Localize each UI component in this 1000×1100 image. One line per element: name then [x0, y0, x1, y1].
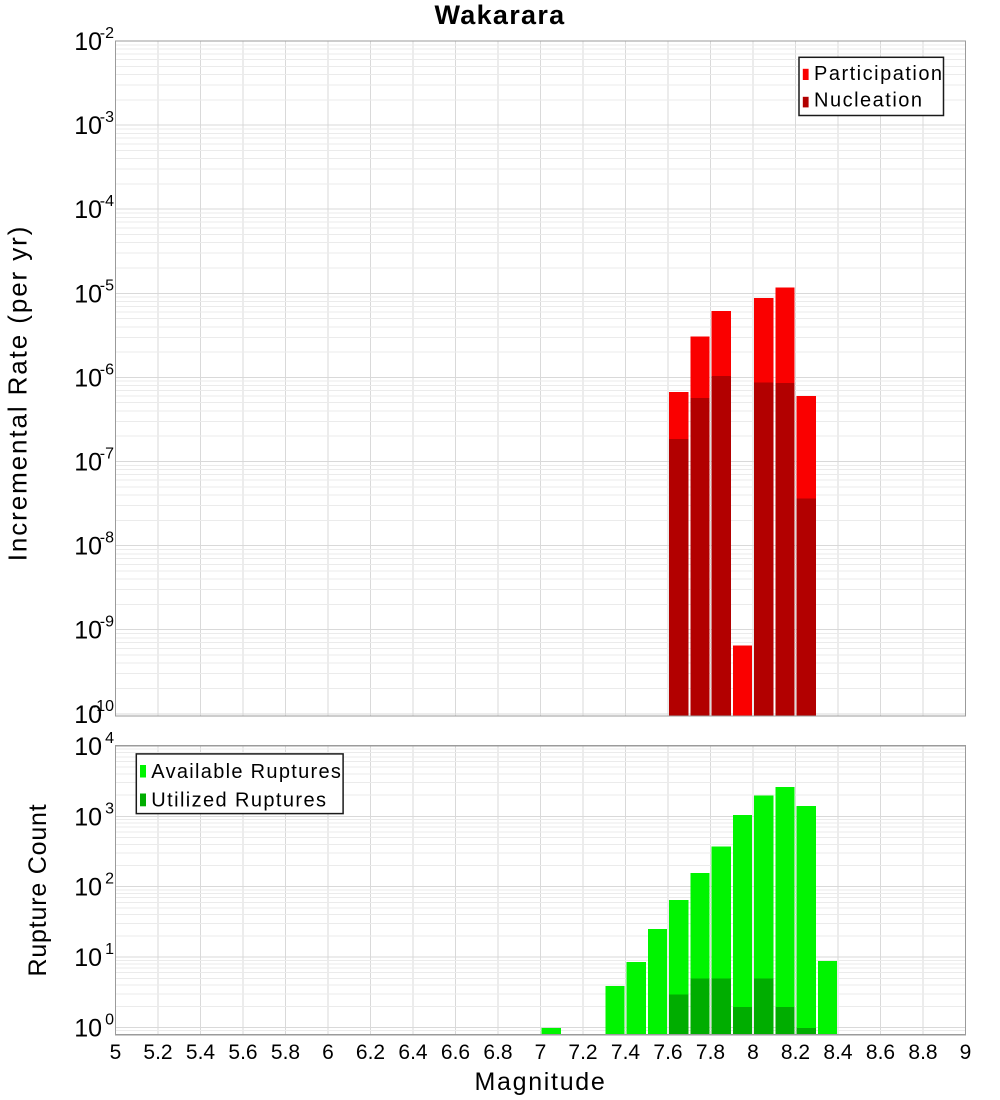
svg-text:10: 10	[74, 1015, 102, 1043]
svg-text:-4: -4	[100, 193, 114, 210]
svg-text:5.2: 5.2	[143, 1041, 172, 1064]
svg-text:1: 1	[105, 941, 114, 958]
svg-text:3: 3	[105, 800, 114, 817]
svg-text:-10: -10	[91, 698, 114, 715]
svg-text:-6: -6	[100, 361, 114, 378]
svg-text:Available Ruptures: Available Ruptures	[151, 761, 342, 783]
svg-text:8: 8	[747, 1041, 759, 1064]
svg-text:Nucleation: Nucleation	[814, 90, 924, 112]
svg-text:10: 10	[74, 874, 102, 902]
svg-text:8.6: 8.6	[866, 1041, 895, 1064]
svg-text:-3: -3	[100, 109, 114, 126]
svg-text:8.4: 8.4	[823, 1041, 853, 1064]
svg-text:9: 9	[960, 1041, 972, 1064]
svg-text:8.2: 8.2	[781, 1041, 810, 1064]
svg-text:-8: -8	[100, 530, 114, 547]
svg-text:10: 10	[74, 533, 102, 561]
svg-text:10: 10	[74, 112, 102, 140]
svg-text:Incremental Rate (per yr): Incremental Rate (per yr)	[3, 225, 33, 561]
svg-text:7.2: 7.2	[568, 1041, 597, 1064]
svg-text:8.8: 8.8	[908, 1041, 937, 1064]
svg-text:10: 10	[74, 280, 102, 308]
svg-text:6.2: 6.2	[356, 1041, 385, 1064]
svg-text:Participation: Participation	[814, 63, 944, 85]
svg-text:6.8: 6.8	[483, 1041, 512, 1064]
svg-text:4: 4	[105, 730, 114, 747]
svg-text:10: 10	[74, 364, 102, 392]
svg-text:2: 2	[105, 871, 114, 888]
svg-text:6.6: 6.6	[441, 1041, 470, 1064]
svg-text:5.6: 5.6	[228, 1041, 257, 1064]
svg-text:Utilized Ruptures: Utilized Ruptures	[151, 790, 327, 812]
svg-text:Magnitude: Magnitude	[474, 1068, 606, 1096]
svg-text:6.4: 6.4	[398, 1041, 428, 1064]
svg-text:6: 6	[322, 1041, 334, 1064]
svg-text:5: 5	[110, 1041, 122, 1064]
svg-text:-9: -9	[100, 614, 114, 631]
svg-text:10: 10	[74, 944, 102, 972]
svg-text:10: 10	[74, 733, 102, 761]
svg-text:-2: -2	[100, 25, 114, 42]
svg-text:7.6: 7.6	[653, 1041, 682, 1064]
svg-text:5.8: 5.8	[271, 1041, 300, 1064]
svg-text:-5: -5	[100, 277, 114, 294]
svg-text:0: 0	[105, 1012, 114, 1029]
svg-text:10: 10	[74, 701, 102, 729]
svg-text:Rupture Count: Rupture Count	[24, 804, 52, 977]
svg-text:7.4: 7.4	[611, 1041, 641, 1064]
svg-text:7: 7	[535, 1041, 547, 1064]
svg-text:10: 10	[74, 449, 102, 477]
svg-text:5.4: 5.4	[186, 1041, 216, 1064]
svg-text:7.8: 7.8	[696, 1041, 725, 1064]
svg-text:10: 10	[74, 196, 102, 224]
svg-text:10: 10	[74, 28, 102, 56]
svg-text:10: 10	[74, 617, 102, 645]
svg-text:Wakarara: Wakarara	[435, 0, 566, 30]
svg-text:10: 10	[74, 803, 102, 831]
svg-text:-7: -7	[100, 446, 114, 463]
